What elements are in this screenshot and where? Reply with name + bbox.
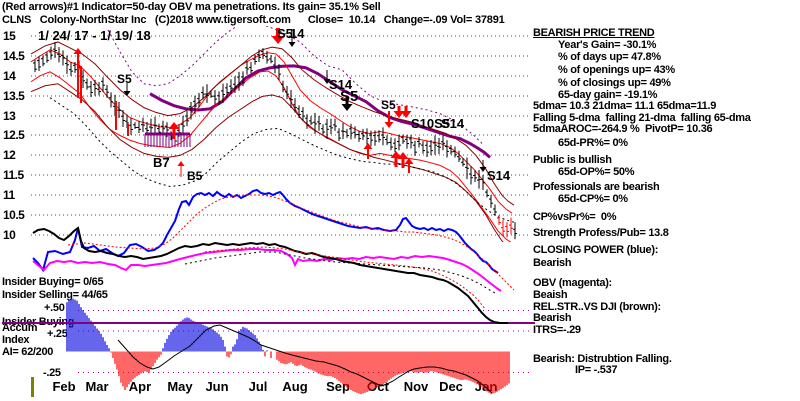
y-axis-tick-label: 15 [3, 29, 16, 43]
y-axis-tick-label: 10.5 [3, 208, 25, 222]
analysis-line: OBV (magenta): [533, 277, 612, 289]
signal-label: S5 [381, 98, 396, 112]
month-label: Dec [439, 379, 463, 394]
signal-label: S14 [441, 116, 465, 131]
analysis-line: 5dmaAROC=-264.9 % PivotP= 10.36 [533, 123, 713, 135]
analysis-line: ITRS=-.29 [533, 324, 581, 336]
y-axis-tick-label: 12 [3, 148, 16, 162]
analysis-line: BEARISH PRICE TREND [533, 27, 655, 39]
analysis-line: CLOSING POWER (blue): [533, 244, 659, 256]
signal-label: S14 [487, 168, 511, 183]
month-label: Nov [404, 379, 429, 394]
month-label: Sep [326, 379, 350, 394]
indicator-title-line: (Red arrows)#1 Indicator=50-day OBV ma p… [2, 1, 381, 13]
panel-label: Insider Buying= 0/65 [2, 276, 104, 288]
analysis-line: 65d-PR%= 0% [558, 137, 628, 149]
analysis-line: CP%vsPr%= 0% [533, 211, 617, 223]
panel-label: +.50 [44, 302, 65, 314]
analysis-line: IP= -.537 [575, 364, 618, 376]
analysis-line: Falling 5-dma falling 21-dma falling 65-… [533, 112, 751, 124]
analysis-line: % of closings up= 49% [558, 77, 671, 89]
analysis-line: 65d-CP%= 0% [558, 193, 628, 205]
panel-label: -.25 [43, 367, 61, 379]
analysis-line: % of openings up= 43% [558, 64, 675, 76]
indicator-lines [32, 188, 515, 324]
y-axis-tick-label: 12.5 [3, 128, 25, 142]
analysis-line: Public is bullish [533, 154, 612, 166]
month-label: Feb [52, 379, 75, 394]
month-label: Aug [282, 379, 307, 394]
signal-label: S5 [277, 26, 293, 41]
analysis-line: Bearish [533, 312, 572, 324]
month-label: May [167, 379, 193, 394]
analysis-line: 65d-OP%= 50% [558, 166, 635, 178]
analysis-line: 5dma= 10.3 21dma= 11.1 65dma=11.9 [533, 100, 717, 112]
month-label: Apr [129, 379, 151, 394]
month-label: Jun [205, 379, 228, 394]
panel-label: +.25 [47, 328, 68, 340]
y-axis-tick-label: 11.5 [3, 168, 24, 182]
y-axis-tick-label: 11 [3, 188, 15, 202]
price-gridlines [31, 35, 530, 236]
panel-label: Accum [2, 322, 38, 334]
analysis-line: 65-day gain= -19.1% [558, 89, 658, 101]
price-bands-and-mas [30, 26, 515, 242]
panel-label: AI= 62/200 [2, 346, 54, 358]
signal-arrows [73, 28, 487, 177]
analysis-line: Year's Gain= -30.1% [558, 39, 657, 51]
month-axis-labels: Feb Mar Apr May Jun Jul Aug Sep Oct Nov Dec Jan [52, 379, 497, 394]
y-axis-tick-label: 10 [3, 228, 16, 242]
panel-label: Insider Selling= 44/65 [2, 289, 108, 301]
signal-label: B7 [153, 155, 170, 170]
accumulation-index-histogram [66, 298, 510, 395]
analysis-line: REL.STR..VS DJI (brown): [533, 301, 661, 313]
analysis-line: Bearish [533, 257, 572, 269]
y-axis-tick-label: 14.5 [3, 49, 25, 63]
signal-label: S10S5 [411, 116, 450, 131]
analysis-line: Beaish [533, 289, 568, 301]
signal-label: S5 [117, 72, 132, 86]
quote-summary-line: CLNS Colony-NorthStar Inc (C)2018 www.ti… [2, 14, 505, 26]
month-label: Jul [249, 379, 268, 394]
month-label: Oct [367, 379, 389, 394]
panel-label: Index [2, 334, 30, 346]
price-bars [33, 42, 517, 240]
analysis-line: Strength Profess/Pub= 13.8 [533, 227, 669, 239]
signal-label: S14 [329, 77, 353, 92]
month-label: Mar [85, 379, 108, 394]
signal-label: B5 [187, 169, 203, 183]
analysis-line: % of days up= 47.8% [558, 51, 661, 63]
y-axis-tick-label: 13.5 [3, 89, 25, 103]
month-label: Jan [475, 379, 497, 394]
insider-selling-comb [144, 132, 191, 147]
analysis-line: Bearish: Distrubtion Falling. [533, 353, 672, 365]
signal-label: 14 [290, 26, 305, 41]
y-axis-tick-label: 14 [3, 69, 16, 83]
analysis-line: Professionals are bearish [533, 181, 660, 193]
ai-ma-line [117, 324, 493, 394]
y-axis-tick-label: 13 [3, 109, 16, 123]
lower-panel-grid [31, 310, 530, 397]
signal-label: 1/ 24/ 17 - 1/ 19/ 18 [38, 28, 151, 43]
signal-label: S5 [340, 88, 358, 105]
